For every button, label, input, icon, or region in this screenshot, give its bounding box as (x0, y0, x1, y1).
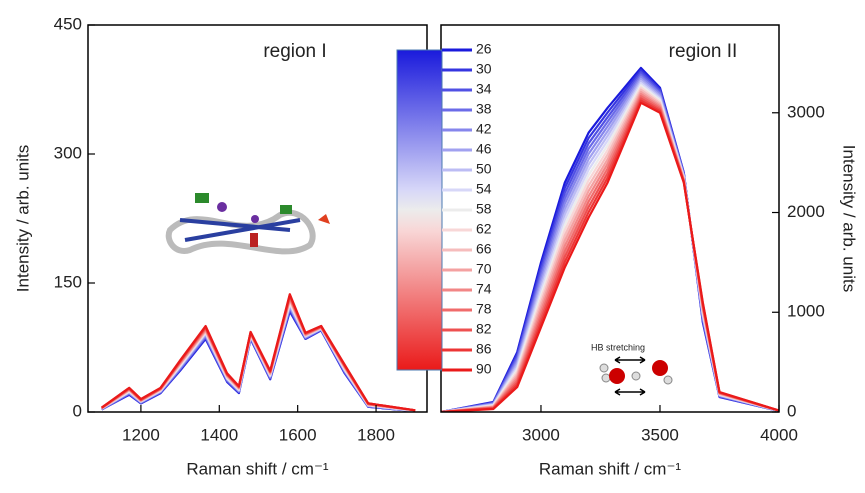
legend-label: 38 (476, 101, 492, 117)
data-line (101, 293, 416, 412)
legend-label: 70 (476, 261, 492, 277)
x-tick-label: 1400 (200, 425, 238, 444)
protein-illustration (165, 193, 330, 255)
x-tick-label: 1800 (357, 425, 395, 444)
y-tick-label: 3000 (787, 102, 825, 121)
annotation: region II (669, 41, 738, 62)
legend-label: 26 (476, 41, 492, 57)
y-tick-label: 450 (54, 14, 82, 33)
legend-label: 34 (476, 81, 492, 97)
legend-label: 78 (476, 301, 492, 317)
x-tick-label: 1200 (122, 425, 160, 444)
legend-label: 90 (476, 361, 492, 377)
legend-label: 54 (476, 181, 492, 197)
data-line (441, 77, 779, 412)
series-group (101, 293, 416, 412)
legend-label: 82 (476, 321, 492, 337)
plot-panel: 3000 3500 4000 0 1000 2000 3000 Raman shift / c… (440, 24, 859, 478)
data-line (441, 79, 779, 412)
plot-frame (440, 24, 780, 413)
data-line (441, 73, 779, 412)
x-axis-label: Raman shift / cm⁻¹ (186, 459, 329, 478)
y-tick-label: 2000 (787, 202, 825, 221)
legend-label: 62 (476, 221, 492, 237)
data-line (441, 101, 779, 412)
inset-label: HB stretching (591, 342, 645, 352)
legend-label: 30 (476, 61, 492, 77)
x-tick-label: 3000 (522, 425, 560, 444)
x-axis-label: Raman shift / cm⁻¹ (539, 459, 682, 478)
y-tick-label: 0 (73, 401, 82, 420)
y-tick-label: 0 (787, 401, 796, 420)
y-tick-label: 150 (54, 272, 82, 291)
x-tick-label: 3500 (641, 425, 679, 444)
y-tick-label: 1000 (787, 302, 825, 321)
series-group (441, 66, 779, 412)
color-bar (396, 49, 443, 371)
legend-label: 58 (476, 201, 492, 217)
legend: 26 30 34 38 42 46 50 54 58 62 66 70 74 78 82 86 90 (396, 41, 492, 377)
y-axis-label: Intensity / arb. units (13, 145, 32, 292)
water-illustration: HB stretching (591, 342, 673, 396)
legend-label: 42 (476, 121, 492, 137)
x-tick-label: 4000 (760, 425, 798, 444)
legend-label: 50 (476, 161, 492, 177)
legend-label: 66 (476, 241, 492, 257)
annotation: region I (263, 41, 326, 62)
y-tick-label: 300 (54, 143, 82, 162)
legend-label: 86 (476, 341, 492, 357)
legend-label: 46 (476, 141, 492, 157)
plot-panel: 1200 1400 1600 1800 0 150 300 450 Raman shift / … (13, 14, 428, 478)
y-axis-label: Intensity / arb. units (840, 145, 859, 292)
legend-label: 74 (476, 281, 492, 297)
x-tick-label: 1600 (279, 425, 317, 444)
